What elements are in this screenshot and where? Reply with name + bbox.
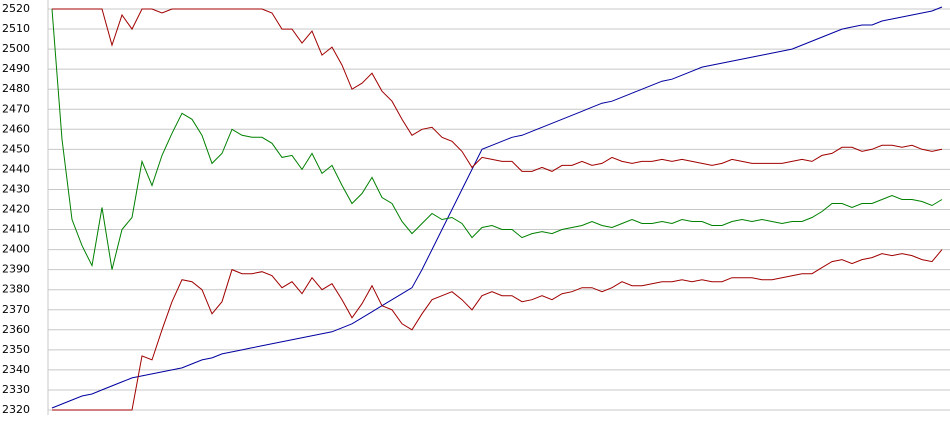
y-tick-label: 2430	[2, 182, 30, 195]
y-tick-label: 2320	[2, 403, 30, 416]
y-tick-label: 2520	[2, 2, 30, 15]
y-tick-label: 2450	[2, 142, 30, 155]
y-tick-label: 2390	[2, 263, 30, 276]
y-tick-label: 2370	[2, 303, 30, 316]
y-tick-label: 2360	[2, 323, 30, 336]
y-tick-label: 2500	[2, 42, 30, 55]
y-tick-label: 2440	[2, 162, 30, 175]
y-tick-label: 2340	[2, 363, 30, 376]
series-line	[51, 6, 943, 409]
y-tick-label: 2410	[2, 223, 30, 236]
y-tick-label: 2330	[2, 383, 30, 396]
y-tick-label: 2380	[2, 283, 30, 296]
y-tick-label: 2480	[2, 82, 30, 95]
series-line	[52, 249, 943, 411]
y-tick-label: 2490	[2, 62, 30, 75]
y-tick-label: 2400	[2, 243, 30, 256]
y-tick-label: 2460	[2, 122, 30, 135]
y-tick-label: 2510	[2, 22, 30, 35]
y-tick-label: 2470	[2, 102, 30, 115]
y-tick-label: 2350	[2, 343, 30, 356]
series-line	[51, 8, 943, 270]
series-line	[52, 8, 943, 172]
y-tick-label: 2420	[2, 203, 30, 216]
